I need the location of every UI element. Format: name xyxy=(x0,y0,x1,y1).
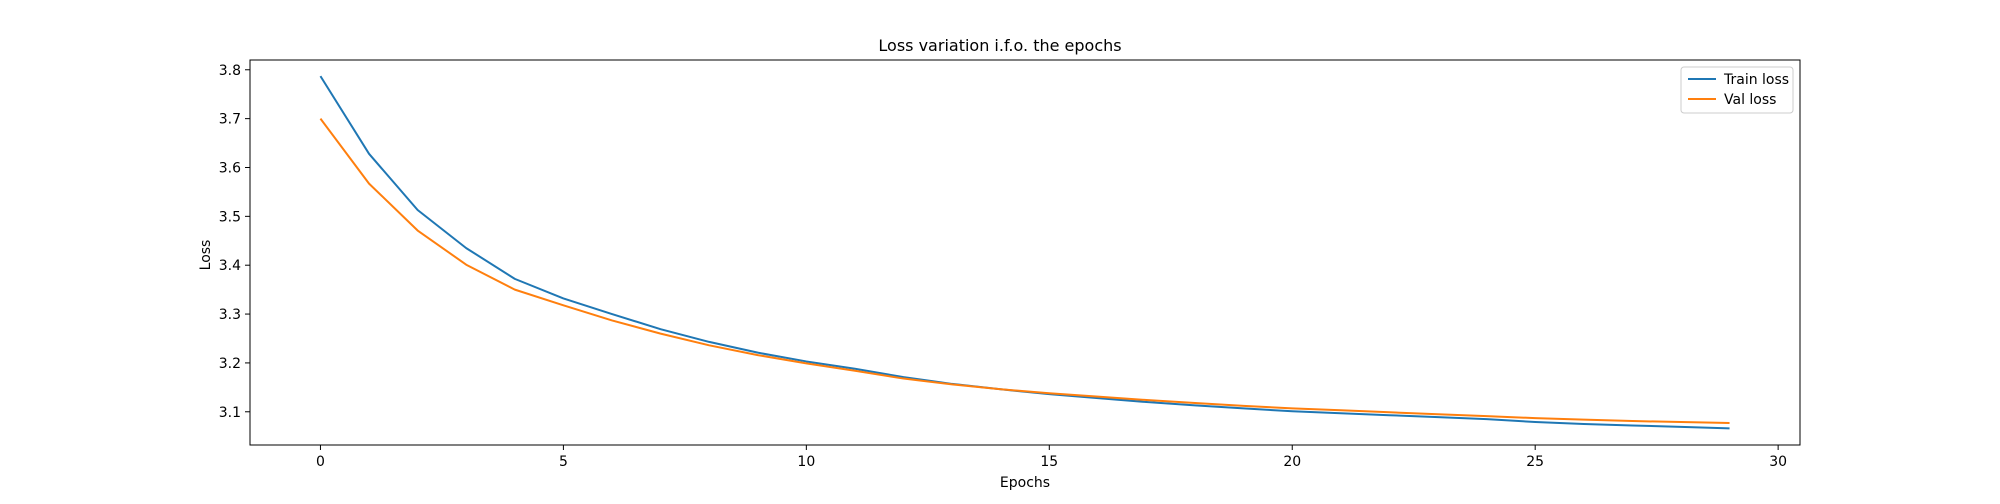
legend-label-val-loss: Val loss xyxy=(1724,92,1776,108)
legend-label-train-loss: Train loss xyxy=(1723,72,1789,88)
y-tick-label: 3.6 xyxy=(219,160,241,176)
y-tick-label: 3.7 xyxy=(219,112,241,128)
x-tick-label: 5 xyxy=(559,454,568,470)
y-axis-label: Loss xyxy=(198,240,214,271)
x-tick-label: 10 xyxy=(797,454,815,470)
y-tick-label: 3.1 xyxy=(219,405,241,421)
series-line-val-loss xyxy=(319,118,1730,425)
y-axis-ticks: 3.1 3.2 3.3 3.4 3.5 3.6 3.7 3.8 xyxy=(219,63,250,421)
y-tick-label: 3.8 xyxy=(219,63,241,79)
x-axis-label: Epochs xyxy=(1000,475,1050,491)
legend: Train loss Val loss xyxy=(1680,66,1794,114)
plot-area: 0 5 10 15 20 25 30 3.1 3.2 3.3 3.4 3.5 3.6 3.7 3.8 xyxy=(219,59,1801,470)
y-tick-label: 3.3 xyxy=(219,307,241,323)
x-axis-ticks: 0 5 10 15 20 25 30 xyxy=(316,445,1787,470)
series-lines xyxy=(319,75,1730,430)
y-tick-label: 3.4 xyxy=(219,258,241,274)
x-tick-label: 30 xyxy=(1769,454,1787,470)
x-tick-label: 15 xyxy=(1040,454,1058,470)
chart-title: Loss variation i.f.o. the epochs xyxy=(878,36,1121,55)
x-tick-label: 25 xyxy=(1526,454,1544,470)
y-tick-label: 3.2 xyxy=(219,356,241,372)
x-tick-label: 20 xyxy=(1283,454,1301,470)
axes-frame xyxy=(249,59,1801,446)
y-tick-label: 3.5 xyxy=(219,209,241,225)
x-tick-label: 0 xyxy=(316,454,325,470)
